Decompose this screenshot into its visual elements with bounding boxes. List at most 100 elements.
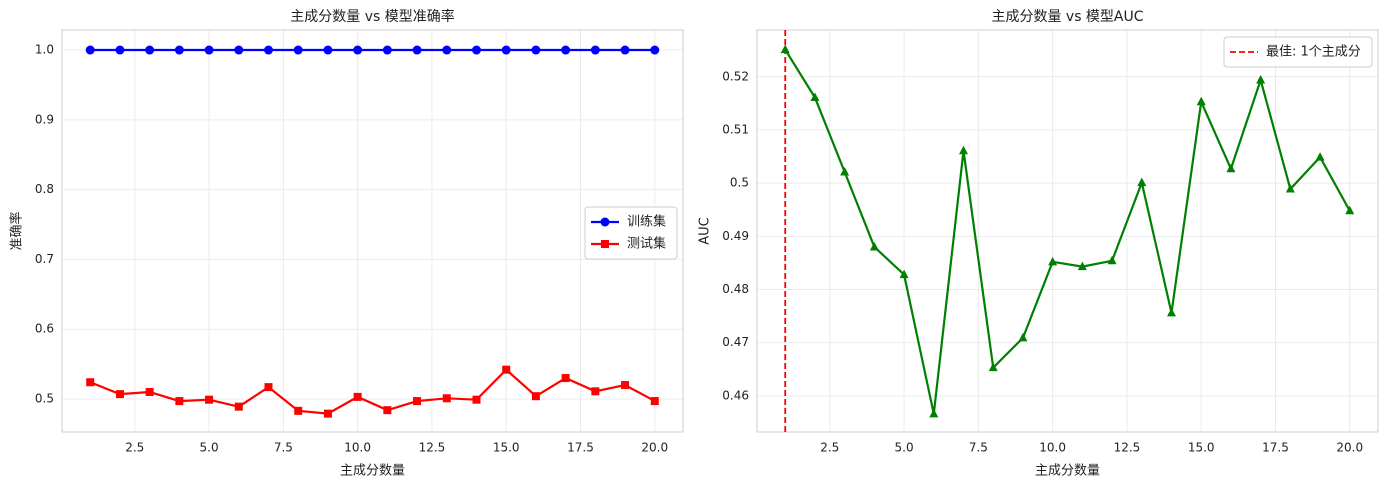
series-line <box>89 368 656 415</box>
marker <box>86 378 95 387</box>
marker <box>840 166 850 176</box>
y-tick-label: 0.46 <box>722 388 749 402</box>
marker <box>1048 256 1058 266</box>
x-tick-label: 10.0 <box>344 441 371 455</box>
marker <box>115 390 124 399</box>
marker <box>531 392 540 401</box>
marker <box>780 44 790 54</box>
legend-label: 最佳: 1个主成分 <box>1266 45 1361 60</box>
marker <box>1077 261 1087 271</box>
marker <box>85 45 95 55</box>
marker <box>174 45 184 55</box>
marker <box>323 45 333 55</box>
plot-frame <box>756 29 1379 433</box>
marker <box>293 45 303 55</box>
y-tick-label: 0.5 <box>730 176 749 190</box>
marker <box>412 45 422 55</box>
x-tick-label: 15.0 <box>493 441 520 455</box>
marker <box>650 397 659 406</box>
marker <box>115 45 125 55</box>
marker <box>353 45 363 55</box>
marker <box>145 45 155 55</box>
legend-marker <box>600 217 610 227</box>
marker <box>590 45 600 55</box>
marker <box>899 269 909 279</box>
marker <box>264 45 274 55</box>
x-tick-label: 2.5 <box>125 441 144 455</box>
y-tick-label: 0.51 <box>722 122 749 136</box>
marker <box>264 383 273 392</box>
x-tick-label: 7.5 <box>969 441 988 455</box>
x-tick-label: 5.0 <box>895 441 914 455</box>
y-tick-label: 0.5 <box>35 391 54 405</box>
plot-frame <box>61 29 684 433</box>
marker <box>1345 205 1355 215</box>
x-tick-label: 20.0 <box>641 441 668 455</box>
marker <box>988 362 998 372</box>
marker <box>383 406 392 415</box>
marker <box>959 145 969 155</box>
marker <box>205 395 214 404</box>
marker <box>1196 96 1206 106</box>
marker <box>1256 74 1266 84</box>
x-tick-label: 10.0 <box>1039 441 1066 455</box>
y-tick-label: 0.8 <box>35 182 54 196</box>
y-tick-label: 0.9 <box>35 112 54 126</box>
marker <box>650 45 660 55</box>
marker <box>561 45 571 55</box>
marker <box>413 397 422 406</box>
marker <box>323 409 332 418</box>
marker <box>620 45 630 55</box>
y-axis-label: AUC <box>698 217 713 245</box>
legend-label: 训练集 <box>627 214 666 230</box>
x-axis-label: 主成分数量 <box>340 464 405 479</box>
marker <box>294 406 303 415</box>
marker <box>1226 163 1236 173</box>
plot: 主成分数量 vs 模型AUC 主成分数量 AUC 2.5 5.0 7.5 10.0 12.5 1… <box>698 9 1379 479</box>
marker <box>1315 152 1325 161</box>
y-axis-label: 准确率 <box>9 211 25 250</box>
marker <box>501 45 511 55</box>
marker <box>1285 183 1295 193</box>
x-tick-label: 15.0 <box>1188 441 1215 455</box>
marker <box>869 241 879 251</box>
marker <box>810 92 820 102</box>
legend-label: 测试集 <box>627 236 666 252</box>
marker <box>929 408 939 418</box>
x-tick-label: 12.5 <box>419 441 446 455</box>
x-tick-label: 20.0 <box>1336 441 1363 455</box>
marker <box>1137 177 1147 187</box>
legend-box <box>1223 36 1373 68</box>
marker <box>1107 255 1117 265</box>
y-tick-label: 0.49 <box>722 229 749 243</box>
marker <box>591 387 600 396</box>
y-tick-label: 1.0 <box>35 43 54 57</box>
y-tick-label: 0.6 <box>35 322 54 336</box>
x-tick-label: 2.5 <box>820 441 839 455</box>
marker <box>561 374 570 383</box>
marker <box>234 402 243 411</box>
marker <box>472 395 481 404</box>
marker <box>442 45 452 55</box>
x-tick-label: 17.5 <box>1262 441 1289 455</box>
marker <box>145 388 154 397</box>
series-line <box>784 49 1351 415</box>
legend-marker <box>601 240 609 248</box>
marker <box>1166 307 1176 317</box>
x-tick-label: 12.5 <box>1114 441 1141 455</box>
x-axis-label: 主成分数量 <box>1035 464 1100 479</box>
marker <box>234 45 244 55</box>
marker <box>442 394 451 403</box>
y-tick-label: 0.47 <box>722 335 749 349</box>
x-tick-label: 17.5 <box>567 441 594 455</box>
marker <box>204 45 214 55</box>
marker <box>1018 332 1028 342</box>
marker <box>531 45 541 55</box>
chart-title: 主成分数量 vs 模型准确率 <box>290 8 454 25</box>
y-tick-label: 0.48 <box>722 282 749 296</box>
marker <box>353 392 362 401</box>
x-tick-label: 7.5 <box>274 441 293 455</box>
marker <box>382 45 392 55</box>
